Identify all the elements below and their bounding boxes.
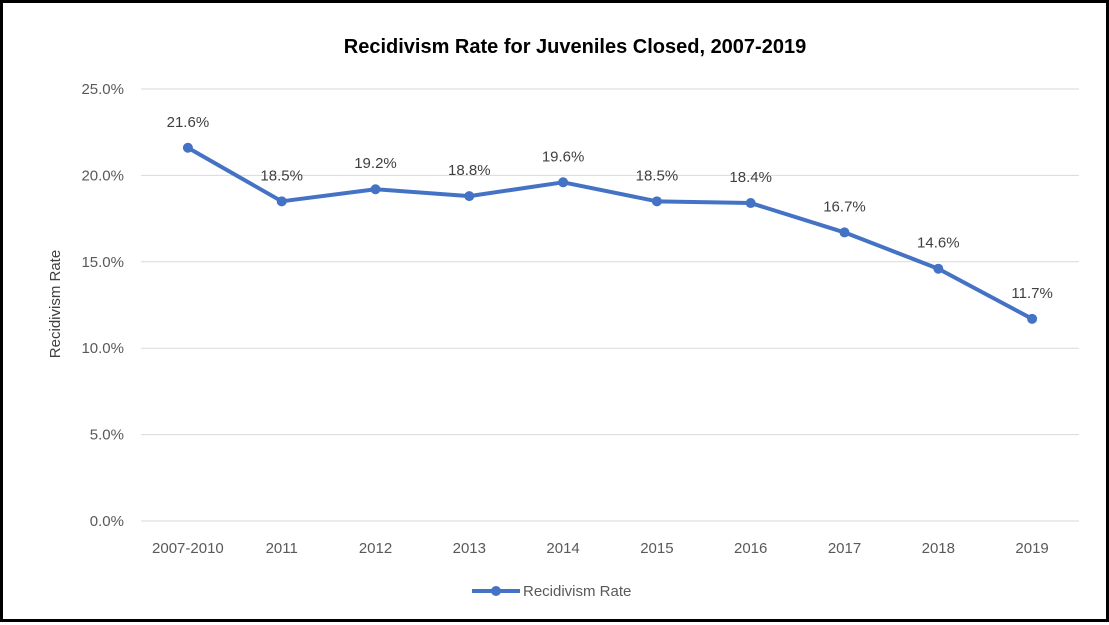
data-labels: 21.6% 18.5% 19.2% 18.8% 19.6% 18.5% 18.4% 16.7%… [167, 114, 1053, 302]
data-label-5: 18.5% [636, 167, 679, 184]
legend: Recidivism Rate [472, 583, 631, 600]
x-tick-label-4: 2014 [546, 540, 579, 557]
data-label-9: 11.7% [1011, 285, 1052, 302]
x-tick-label-2: 2012 [359, 540, 392, 557]
x-tick-label-0: 2007-2010 [152, 540, 224, 557]
data-label-4: 19.6% [542, 148, 585, 165]
y-tick-label-3: 15.0% [81, 254, 124, 271]
x-tick-label-8: 2018 [922, 540, 955, 557]
data-label-2: 19.2% [354, 155, 397, 172]
legend-label: Recidivism Rate [523, 583, 631, 600]
y-tick-label-0: 0.0% [90, 513, 124, 530]
series-line-recidivism-rate [185, 145, 1035, 321]
y-tick-label-4: 20.0% [81, 167, 124, 184]
data-point-8 [933, 263, 944, 274]
x-tick-label-3: 2013 [453, 540, 486, 557]
data-point-4 [558, 177, 569, 188]
data-label-7: 16.7% [823, 198, 866, 215]
x-tick-labels: 2007-2010 2011 2012 2013 2014 2015 2016 2017 201… [152, 540, 1049, 557]
data-label-6: 18.4% [729, 169, 772, 186]
x-tick-label-6: 2016 [734, 540, 767, 557]
data-label-3: 18.8% [448, 162, 491, 179]
data-point-1 [276, 196, 287, 207]
x-tick-label-9: 2019 [1015, 540, 1048, 557]
y-tick-label-1: 5.0% [90, 427, 124, 444]
chart-title: Recidivism Rate for Juveniles Closed, 20… [344, 36, 806, 58]
data-point-5 [651, 196, 662, 207]
y-tick-label-5: 25.0% [81, 81, 124, 98]
data-point-6 [745, 198, 756, 209]
grid-lines [141, 88, 1079, 522]
x-tick-label-5: 2015 [640, 540, 673, 557]
data-label-1: 18.5% [260, 167, 303, 184]
data-point-0 [182, 142, 193, 153]
data-point-2 [370, 184, 381, 195]
y-tick-label-2: 10.0% [81, 340, 124, 357]
y-axis-label: Recidivism Rate [47, 250, 64, 358]
data-point-9 [1027, 313, 1038, 324]
data-point-7 [839, 227, 850, 238]
data-point-3 [464, 191, 475, 202]
data-label-8: 14.6% [917, 235, 960, 252]
x-tick-label-1: 2011 [266, 540, 298, 557]
recidivism-line-chart: Recidivism Rate for Juveniles Closed, 20… [47, 36, 1079, 600]
legend-point-marker [491, 586, 501, 596]
x-tick-label-7: 2017 [828, 540, 861, 557]
data-label-0: 21.6% [167, 114, 210, 131]
y-tick-labels: 0.0% 5.0% 10.0% 15.0% 20.0% 25.0% [81, 81, 124, 530]
series-group [182, 142, 1038, 324]
